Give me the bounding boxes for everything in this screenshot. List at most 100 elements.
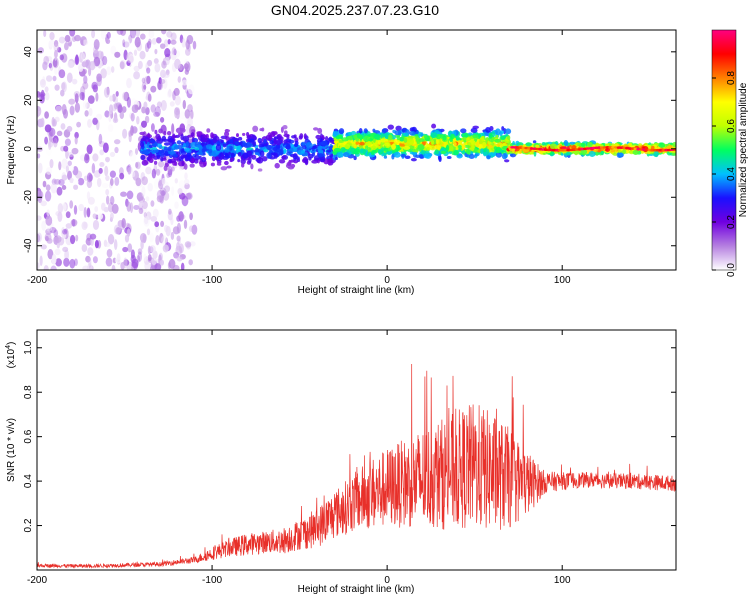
heatmap-cell: [77, 177, 85, 186]
heatmap-cell: [311, 152, 316, 157]
heatmap-cell: [658, 143, 666, 148]
heatmap-cell: [135, 161, 139, 169]
heatmap-cell: [130, 125, 134, 136]
heatmap-cell: [91, 30, 96, 39]
heatmap-cell: [415, 136, 419, 140]
heatmap-cell: [167, 165, 173, 176]
heatmap-cell: [73, 184, 79, 190]
heatmap-cell: [126, 60, 131, 66]
heatmap-cell: [127, 166, 133, 175]
heatmap-cell: [266, 144, 273, 150]
heatmap-cell: [150, 85, 157, 93]
snr-ylabel: SNR (10 * v/v): [6, 418, 17, 482]
heatmap-cell: [305, 142, 313, 149]
heatmap-cell: [54, 49, 58, 58]
heatmap-cell: [160, 149, 165, 156]
heatmap-cell: [236, 133, 239, 138]
heatmap-cell: [485, 126, 491, 133]
heatmap-cell: [341, 137, 349, 142]
heatmap-cell: [126, 77, 132, 89]
heatmap-cell: [40, 200, 47, 207]
heatmap-cell: [144, 76, 150, 85]
heatmap-cell: [57, 46, 62, 53]
heatmap-cell: [159, 232, 164, 244]
heatmap-cell: [86, 144, 93, 155]
heatmap-cell: [580, 149, 588, 155]
heatmap-cell: [92, 213, 97, 219]
heatmap-cell: [37, 262, 40, 270]
heatmap-cell: [117, 104, 123, 113]
heatmap-cell: [183, 178, 190, 185]
heatmap-cell: [206, 128, 211, 133]
heatmap-cell: [293, 157, 297, 161]
heatmap-cell: [210, 162, 215, 167]
heatmap-cell: [83, 154, 90, 164]
heatmap-cell: [230, 138, 234, 143]
heatmap-cell: [541, 142, 546, 146]
heatmap-cell: [62, 246, 69, 253]
heatmap-cell: [49, 158, 54, 169]
heatmap-cell: [75, 170, 83, 179]
heatmap-cell: [104, 165, 109, 177]
heatmap-cell: [39, 78, 47, 88]
heatmap-cell: [87, 95, 95, 104]
heatmap-cell: [278, 159, 286, 164]
heatmap-cell: [44, 91, 50, 101]
heatmap-cell: [365, 145, 369, 150]
heatmap-cell: [482, 148, 487, 153]
heatmap-cell: [112, 117, 119, 124]
heatmap-cell: [88, 107, 93, 117]
heatmap-cell: [126, 96, 131, 108]
heatmap-cell: [212, 137, 218, 144]
heatmap-cell: [153, 111, 160, 117]
heatmap-cell: [488, 144, 493, 149]
heatmap-cell: [326, 149, 332, 153]
heatmap-cell: [183, 147, 190, 152]
heatmap-cell: [353, 155, 357, 161]
heatmap-cell: [54, 116, 60, 123]
snr-frame: [36, 329, 677, 571]
heatmap-cell: [482, 141, 487, 149]
heatmap-cell: [37, 47, 44, 54]
heatmap-cell: [622, 150, 626, 155]
heatmap-cell: [46, 75, 53, 82]
heatmap-cell: [94, 206, 99, 212]
heatmap-cell: [380, 138, 386, 143]
heatmap-cell: [154, 63, 161, 73]
heatmap-cell: [298, 135, 303, 140]
heatmap-cell: [52, 75, 57, 82]
heatmap-cell: [44, 54, 49, 64]
heatmap-cell: [273, 146, 278, 152]
heatmap-cell: [194, 158, 199, 164]
heatmap-cell: [58, 36, 66, 44]
heatmap-cell: [124, 38, 130, 49]
heatmap-cell: [74, 136, 78, 145]
heatmap-cell: [44, 111, 49, 119]
heatmap-cell: [114, 256, 122, 264]
heatmap-cell: [434, 149, 439, 155]
x-tick-label: -200: [27, 575, 47, 586]
heatmap-cell: [95, 92, 99, 102]
heatmap-cell: [391, 154, 395, 160]
y-tick-label: 20: [23, 94, 34, 106]
heatmap-cell: [507, 135, 511, 141]
heatmap-cell: [672, 141, 676, 148]
heatmap-cell: [146, 228, 151, 236]
heatmap-cell: [82, 265, 90, 270]
heatmap-cell: [170, 32, 177, 41]
heatmap-cell: [445, 144, 450, 152]
heatmap-cell: [119, 172, 125, 180]
heatmap-cell: [177, 188, 183, 195]
heatmap-cell: [170, 217, 174, 226]
heatmap-cell: [370, 145, 377, 151]
heatmap-cell: [411, 149, 418, 153]
heatmap-cell: [96, 113, 103, 120]
heatmap-cell: [455, 137, 460, 141]
heatmap-cell: [380, 147, 385, 152]
heatmap-cell: [358, 128, 363, 134]
heatmap-cell: [275, 139, 282, 146]
heatmap-cell: [64, 42, 69, 51]
heatmap-cell: [155, 133, 161, 140]
heatmap-cell: [73, 258, 78, 266]
heatmap-cell: [86, 172, 93, 183]
